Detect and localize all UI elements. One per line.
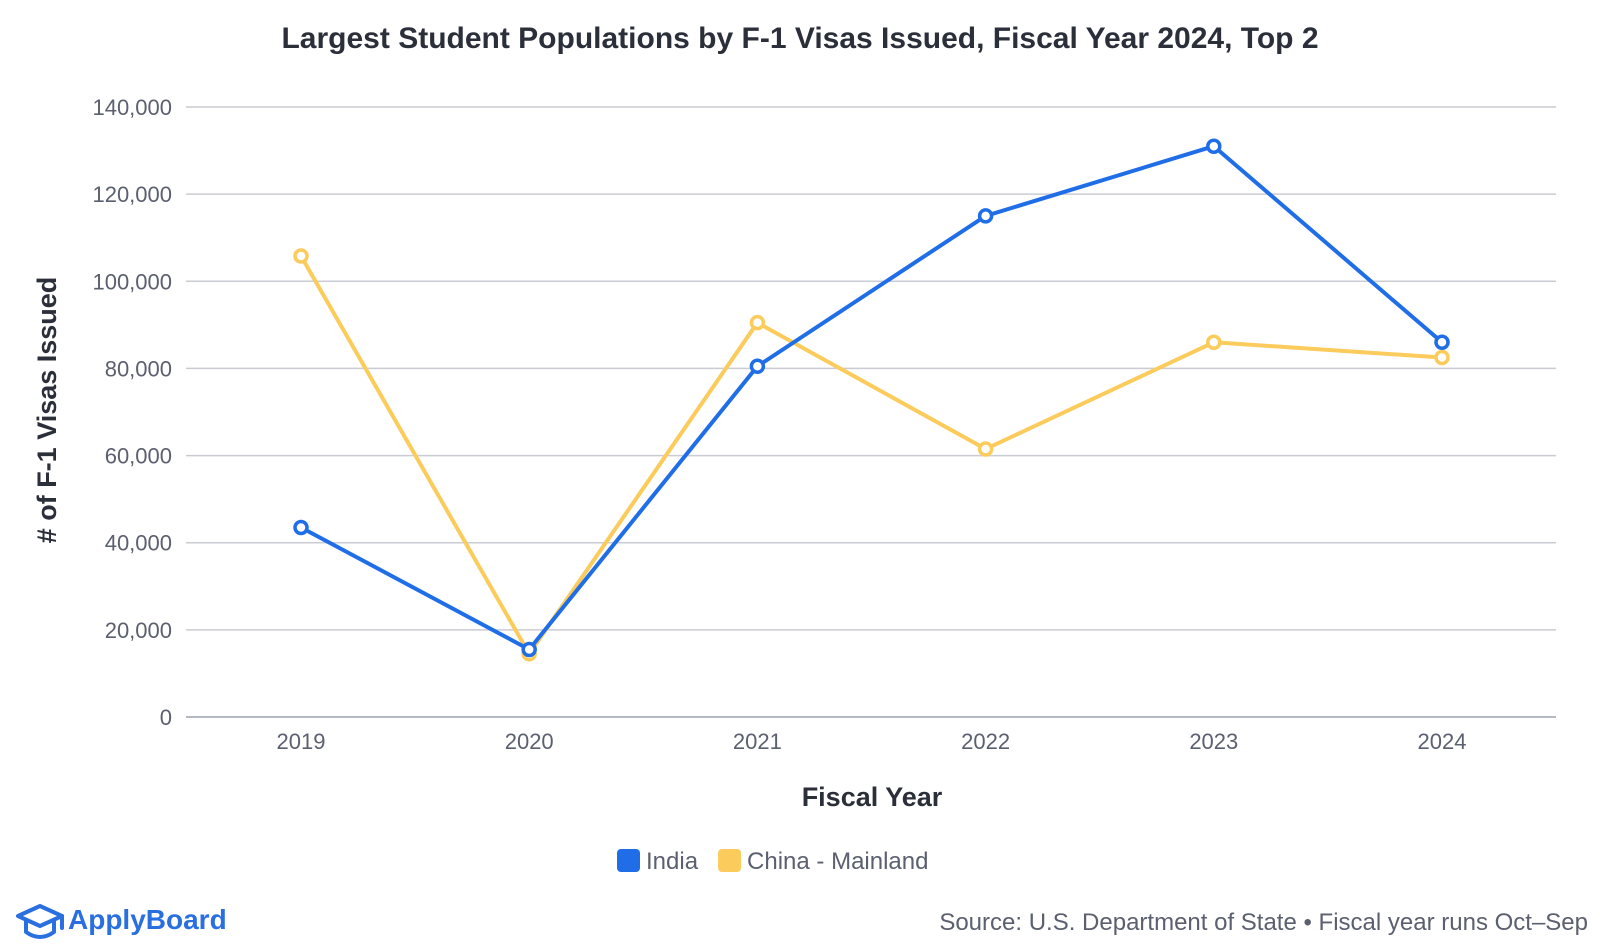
brand-name: ApplyBoard bbox=[68, 904, 227, 935]
legend-swatch bbox=[617, 849, 640, 872]
y-tick-label: 120,000 bbox=[92, 182, 172, 207]
data-point-china-mainland[interactable] bbox=[749, 314, 766, 331]
data-point-india[interactable] bbox=[293, 519, 309, 536]
series-india bbox=[293, 138, 1450, 658]
y-tick-label: 0 bbox=[160, 705, 172, 730]
legend: India China - Mainland bbox=[617, 848, 928, 875]
data-point-india[interactable] bbox=[521, 641, 537, 658]
series-lines bbox=[293, 138, 1450, 662]
x-tick-label: 2024 bbox=[1418, 729, 1467, 754]
x-tick-label: 2023 bbox=[1189, 729, 1238, 754]
graduation-cap-icon bbox=[16, 904, 64, 939]
y-axis-ticks: 0 20,000 40,000 60,000 80,000 100,000 120,000 1… bbox=[92, 95, 172, 730]
y-tick-label: 100,000 bbox=[92, 269, 172, 294]
x-tick-label: 2022 bbox=[961, 729, 1010, 754]
data-point-india[interactable] bbox=[749, 358, 766, 374]
y-tick-label: 20,000 bbox=[105, 618, 172, 643]
data-point-india[interactable] bbox=[977, 208, 994, 224]
legend-item-india[interactable]: India bbox=[617, 848, 699, 875]
legend-label: China - Mainland bbox=[747, 848, 928, 875]
data-point-china-mainland[interactable] bbox=[1434, 349, 1450, 366]
series-line-china-mainland bbox=[299, 254, 1444, 656]
x-tick-label: 2020 bbox=[505, 729, 554, 754]
chart-title: Largest Student Populations by F-1 Visas… bbox=[281, 22, 1318, 55]
legend-swatch bbox=[718, 849, 742, 872]
y-tick-label: 80,000 bbox=[105, 356, 172, 381]
x-axis-title: Fiscal Year bbox=[802, 782, 943, 812]
data-point-china-mainland[interactable] bbox=[977, 441, 994, 457]
x-tick-label: 2021 bbox=[733, 729, 782, 754]
y-tick-label: 140,000 bbox=[92, 95, 172, 120]
data-point-india[interactable] bbox=[1206, 138, 1222, 154]
y-tick-label: 40,000 bbox=[105, 531, 172, 556]
series-line-india bbox=[299, 144, 1444, 652]
source-note: Source: U.S. Department of State • Fisca… bbox=[939, 909, 1588, 936]
y-axis-title: # of F-1 Visas Issued bbox=[32, 277, 62, 544]
data-point-india[interactable] bbox=[1434, 334, 1450, 351]
brand-logo: ApplyBoard bbox=[16, 904, 227, 939]
data-point-china-mainland[interactable] bbox=[293, 248, 309, 264]
y-tick-label: 60,000 bbox=[105, 444, 172, 469]
legend-label: India bbox=[646, 848, 699, 875]
data-point-china-mainland[interactable] bbox=[1206, 334, 1222, 351]
x-tick-label: 2019 bbox=[277, 729, 326, 754]
x-axis-ticks: 2019 2020 2021 2022 2023 2024 bbox=[277, 729, 1467, 754]
legend-item-china-mainland[interactable]: China - Mainland bbox=[718, 848, 928, 875]
